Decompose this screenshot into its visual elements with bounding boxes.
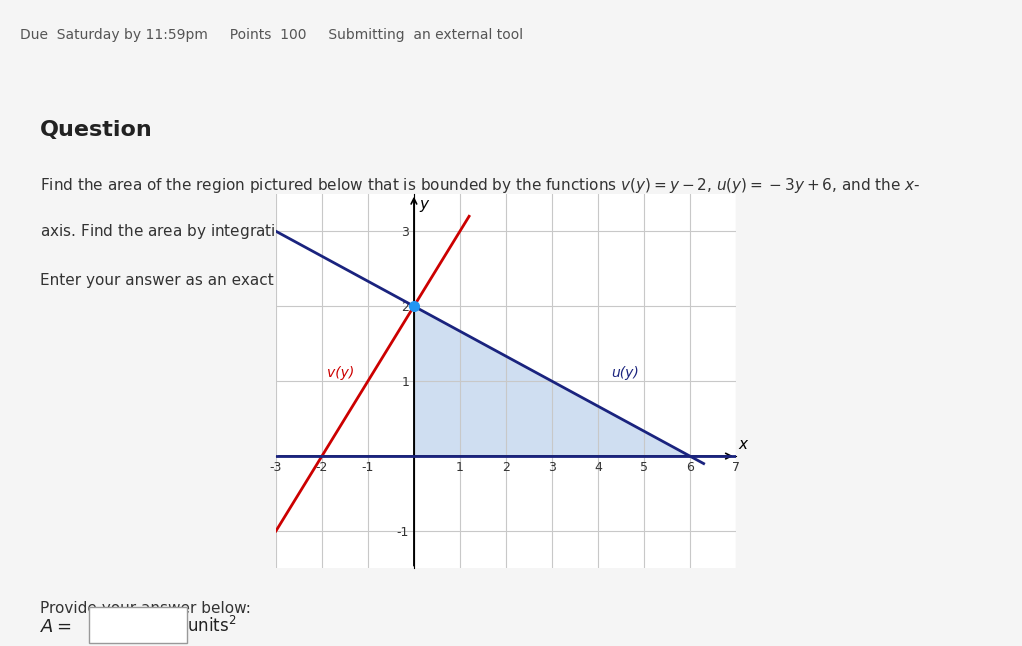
Text: $x$: $x$ [738, 437, 750, 452]
Text: Provide your answer below:: Provide your answer below: [40, 601, 251, 616]
Text: $y$: $y$ [419, 198, 430, 214]
Text: units$^2$: units$^2$ [187, 616, 236, 636]
Text: $A =$: $A =$ [40, 618, 72, 636]
Text: Enter your answer as an exact answer.: Enter your answer as an exact answer. [40, 273, 337, 288]
Text: u(y): u(y) [612, 366, 640, 380]
Polygon shape [414, 306, 690, 456]
Text: Find the area of the region pictured below that is bounded by the functions $v(y: Find the area of the region pictured bel… [40, 176, 921, 195]
Text: axis. Find the area by integrating along the $y$-axis.: axis. Find the area by integrating along… [40, 222, 426, 241]
Text: Question: Question [40, 120, 153, 140]
Text: Due  Saturday by 11:59pm     Points  100     Submitting  an external tool: Due Saturday by 11:59pm Points 100 Submi… [20, 28, 523, 42]
Text: v(y): v(y) [327, 366, 354, 380]
FancyBboxPatch shape [89, 607, 187, 643]
